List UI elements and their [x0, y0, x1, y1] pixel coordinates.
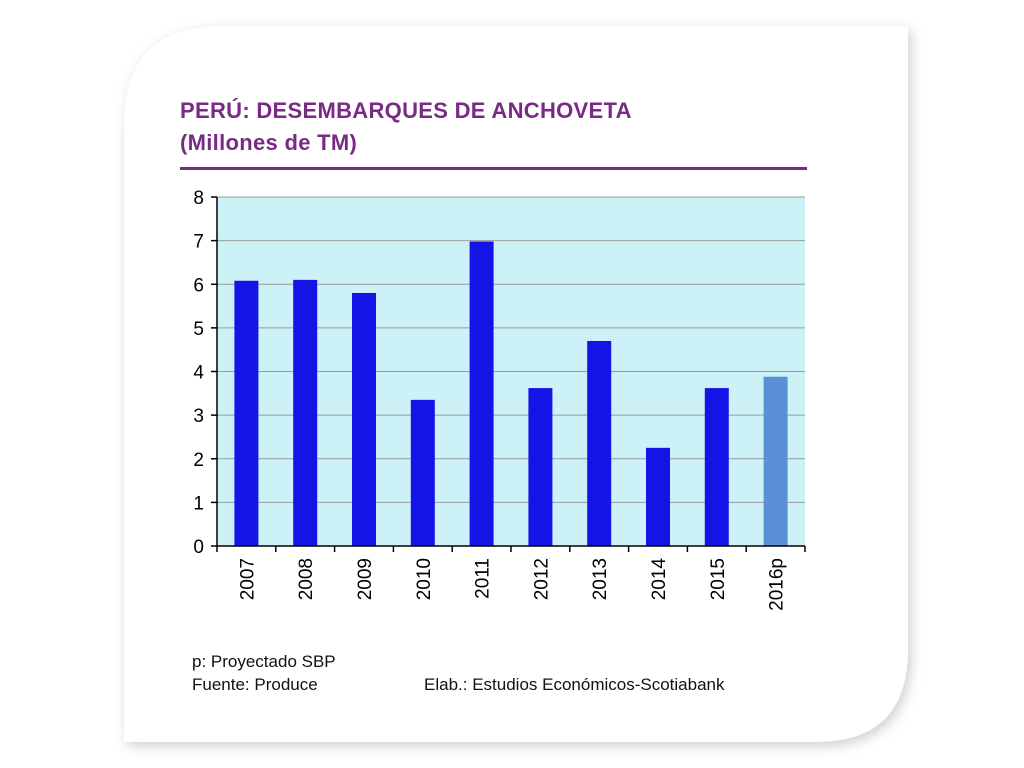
projection-note: p: Proyectado SBP [192, 652, 336, 671]
bar-2010 [410, 399, 435, 546]
x-tick-label: 2008 [296, 558, 317, 600]
y-tick-labels: 0 1 2 3 4 5 6 7 8 [193, 188, 204, 558]
y-tick-label: 6 [193, 275, 204, 296]
y-tick-label: 5 [193, 319, 204, 340]
y-tick-label: 4 [193, 363, 204, 384]
bar-2013 [587, 340, 612, 546]
x-tick-label: 2011 [473, 558, 494, 599]
bar-2012 [528, 388, 553, 546]
x-tick-label: 2010 [414, 558, 435, 600]
bar-2009 [352, 292, 376, 546]
bar-2008 [293, 279, 318, 546]
y-tick-label: 8 [193, 188, 204, 209]
bars [234, 241, 788, 546]
title-underline [180, 167, 807, 170]
x-tick-label: 2012 [531, 558, 552, 600]
x-tick-labels: 2007 2008 2009 2010 2011 2012 2013 2014 2015 2016… [237, 558, 787, 611]
bar-2014 [646, 447, 670, 546]
y-tick-label: 7 [193, 232, 204, 253]
bar-2015 [704, 388, 729, 546]
source-note: Fuente: Produce [192, 675, 318, 694]
x-tick-label: 2015 [708, 558, 729, 600]
x-tick-label: 2009 [355, 558, 376, 600]
y-tick-label: 2 [193, 450, 204, 471]
y-tick-label: 0 [193, 537, 204, 558]
bar-2011 [469, 241, 494, 546]
x-tick-label: 2013 [590, 558, 611, 600]
x-tick-label: 2016p [767, 558, 788, 611]
x-tick-label: 2014 [649, 558, 670, 601]
bar-2007 [234, 280, 259, 546]
y-tick-label: 1 [193, 493, 204, 514]
chart-title-line-2: (Millones de TM) [180, 130, 358, 155]
chart-title-line-1: PERÚ: DESEMBARQUES DE ANCHOVETA [180, 98, 632, 123]
elaboration-note: Elab.: Estudios Económicos-Scotiabank [424, 675, 725, 694]
axes [211, 196, 806, 552]
bar-2016p [763, 376, 788, 546]
y-tick-label: 3 [193, 406, 204, 427]
x-tick-label: 2007 [237, 558, 258, 600]
